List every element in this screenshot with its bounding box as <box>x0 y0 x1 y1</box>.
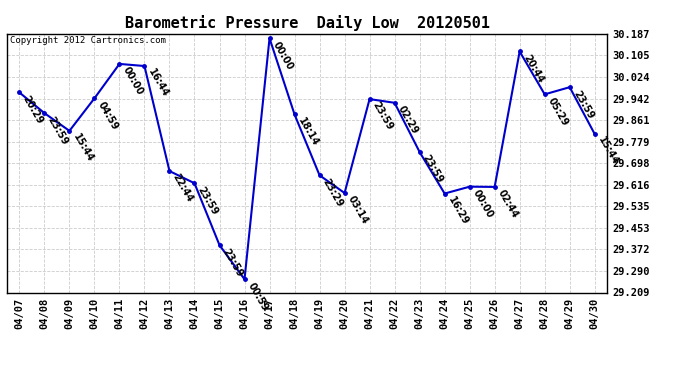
Text: 22:44: 22:44 <box>171 172 195 204</box>
Text: 02:29: 02:29 <box>396 104 420 136</box>
Text: 00:00: 00:00 <box>471 188 495 220</box>
Text: 23:59: 23:59 <box>221 246 245 278</box>
Text: 20:44: 20:44 <box>521 53 545 85</box>
Text: 20:29: 20:29 <box>21 94 45 126</box>
Text: 03:14: 03:14 <box>346 194 370 226</box>
Text: 23:29: 23:29 <box>321 177 345 209</box>
Text: 00:00: 00:00 <box>271 40 295 72</box>
Text: 00:00: 00:00 <box>121 65 145 97</box>
Title: Barometric Pressure  Daily Low  20120501: Barometric Pressure Daily Low 20120501 <box>125 15 489 31</box>
Text: 04:59: 04:59 <box>96 100 120 132</box>
Text: Copyright 2012 Cartronics.com: Copyright 2012 Cartronics.com <box>10 36 166 45</box>
Text: 23:59: 23:59 <box>571 88 595 120</box>
Text: 05:29: 05:29 <box>546 96 570 128</box>
Text: 23:59: 23:59 <box>421 153 445 185</box>
Text: 23:59: 23:59 <box>371 100 395 132</box>
Text: 23:59: 23:59 <box>46 114 70 146</box>
Text: 16:29: 16:29 <box>446 195 470 227</box>
Text: 00:59: 00:59 <box>246 280 270 312</box>
Text: 16:44: 16:44 <box>146 68 170 99</box>
Text: 18:14: 18:14 <box>296 116 320 148</box>
Text: 15:44: 15:44 <box>71 132 95 164</box>
Text: 23:59: 23:59 <box>196 184 220 216</box>
Text: 02:44: 02:44 <box>496 188 520 220</box>
Text: 15:44: 15:44 <box>596 135 620 167</box>
